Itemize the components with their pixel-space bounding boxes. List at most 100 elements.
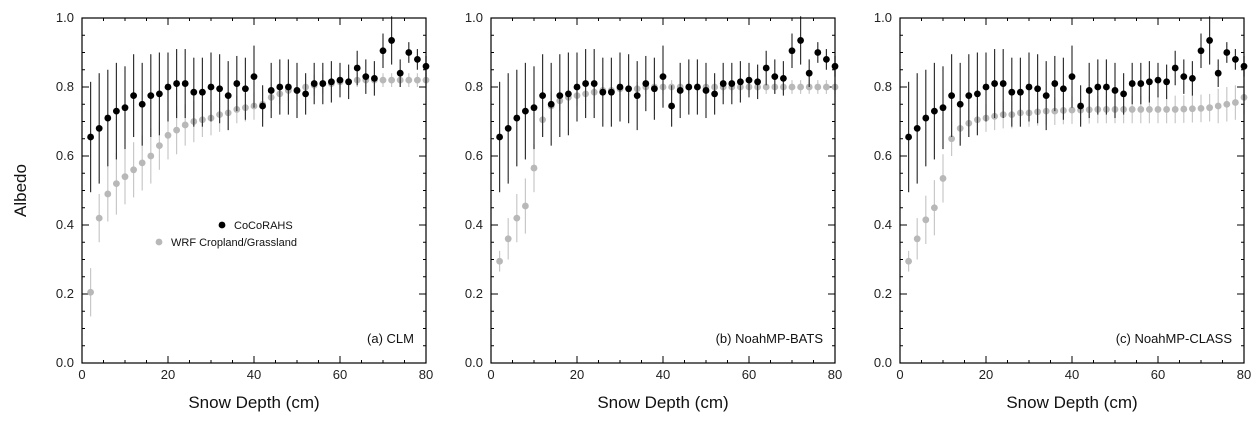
observed-point — [285, 83, 292, 91]
observed-point — [948, 92, 955, 100]
observed-point — [745, 76, 753, 84]
model-point — [905, 257, 912, 265]
observed-point — [539, 92, 546, 100]
observed-point — [1214, 69, 1222, 77]
observed-point — [814, 49, 822, 56]
observed-point — [1042, 92, 1050, 100]
y-tick-label: 0.8 — [56, 79, 74, 94]
observed-point — [1171, 64, 1179, 72]
observed-point — [702, 87, 710, 94]
model-point — [1163, 106, 1170, 113]
x-tick-label: 0 — [78, 367, 85, 382]
model-point — [87, 288, 94, 296]
observed-point — [259, 102, 266, 110]
panel-label: (b) NoahMP-BATS — [716, 331, 824, 346]
observed-point — [965, 92, 973, 100]
observed-point — [999, 80, 1007, 87]
observed-point — [504, 124, 512, 132]
observed-point — [1111, 87, 1119, 94]
observed-point — [496, 133, 503, 141]
y-tick-label: 0.0 — [465, 355, 483, 370]
legend-label-observed: CoCoRAHS — [234, 220, 293, 232]
observed-point — [728, 80, 736, 87]
observed-point — [224, 92, 232, 100]
x-tick-label: 40 — [247, 367, 261, 382]
model-point — [913, 235, 921, 243]
observed-point — [805, 69, 813, 77]
observed-point — [293, 87, 301, 94]
chart-panel-3: 0 20 40 60 80 0.0 0.2 0.4 0.6 0.8 1.0 Snow Depth (c… — [874, 10, 1251, 412]
observed-point — [353, 64, 361, 72]
observed-point — [982, 83, 990, 91]
model-point — [147, 152, 155, 160]
plot-frame — [81, 17, 427, 364]
observed-point — [388, 37, 395, 44]
observed-point — [1137, 80, 1145, 87]
observed-point — [371, 74, 378, 82]
observed-point — [147, 92, 155, 100]
model-point — [181, 121, 189, 129]
model-point — [762, 83, 770, 91]
x-tick-label: 60 — [333, 367, 347, 382]
model-point — [1223, 100, 1231, 108]
plot-frame — [899, 17, 1245, 364]
observed-point — [379, 47, 387, 55]
observed-point — [319, 80, 327, 87]
model-point — [1068, 106, 1076, 114]
model-point — [414, 76, 421, 84]
y-axis-title: Albedo — [11, 164, 30, 217]
x-tick-label: 40 — [656, 367, 670, 382]
observed-point — [1206, 37, 1213, 44]
observed-point — [762, 64, 770, 72]
model-point — [379, 76, 387, 84]
model-point — [121, 173, 129, 181]
observed-point — [651, 85, 658, 93]
plot-frame — [490, 17, 836, 364]
observed-point — [362, 73, 370, 81]
observed-point — [522, 107, 529, 115]
model-point — [530, 164, 538, 172]
model-point — [522, 202, 529, 210]
model-point — [138, 159, 146, 167]
y-tick-label: 0.4 — [465, 217, 483, 232]
x-tick-label: 20 — [161, 367, 175, 382]
model-point — [496, 257, 503, 265]
model-point — [814, 83, 822, 91]
y-tick-label: 0.0 — [56, 355, 74, 370]
model-point — [130, 166, 138, 174]
model-point — [156, 142, 163, 150]
observed-point — [276, 83, 284, 91]
observed-point — [1034, 85, 1041, 93]
model-point — [1180, 105, 1188, 113]
model-point — [922, 216, 930, 224]
observed-point — [396, 69, 404, 77]
observed-point — [737, 78, 744, 86]
observed-point — [685, 83, 693, 91]
observed-point — [328, 78, 335, 86]
observed-point — [181, 80, 189, 87]
observed-point — [608, 88, 615, 96]
y-tick-label: 0.2 — [465, 286, 483, 301]
model-point — [823, 83, 830, 91]
y-tick-label: 0.8 — [465, 79, 483, 94]
model-point — [1206, 104, 1213, 112]
observed-point — [233, 80, 241, 87]
model-point — [405, 76, 413, 84]
observed-point — [95, 124, 103, 132]
observed-point — [113, 107, 120, 115]
observed-point — [1077, 102, 1084, 110]
chart-panel-1: 0 20 40 60 80 0.0 0.2 0.4 0.6 0.8 1.0 Snow Depth (c… — [11, 10, 433, 412]
y-tick-label: 0.8 — [874, 79, 892, 94]
y-tick-label: 0.4 — [56, 217, 74, 232]
observed-point — [1197, 47, 1205, 55]
y-tick-label: 0.6 — [465, 148, 483, 163]
model-point — [1171, 106, 1179, 113]
model-point — [1128, 106, 1136, 113]
observed-point — [414, 56, 421, 63]
observed-point — [913, 124, 921, 132]
x-tick-label: 80 — [828, 367, 842, 382]
y-tick-label: 0.6 — [874, 148, 892, 163]
observed-point — [216, 85, 224, 93]
observed-point — [173, 80, 181, 87]
